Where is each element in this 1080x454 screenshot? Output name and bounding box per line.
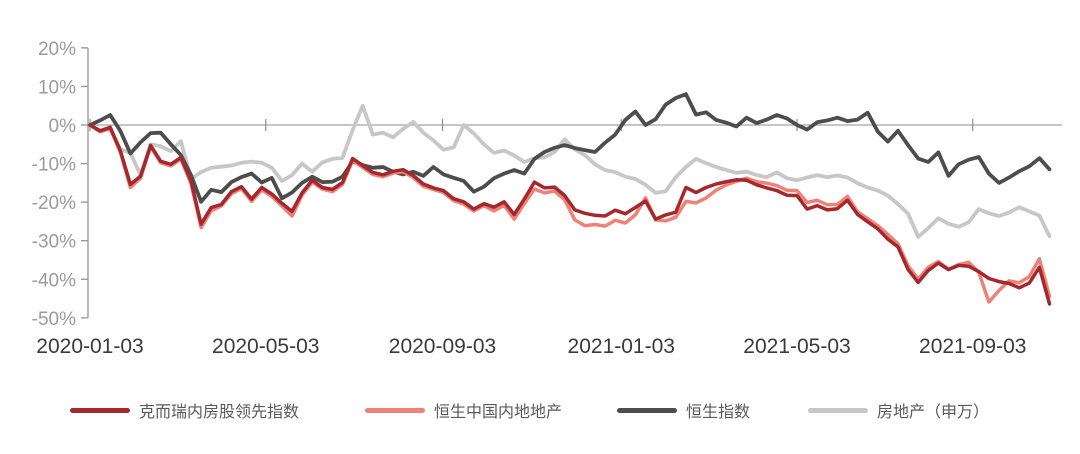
- series-line-0: [88, 123, 1052, 306]
- y-tick-label: -30%: [32, 232, 76, 253]
- legend-swatch-sw-realestate: [808, 407, 868, 413]
- axis-labels: 20% 10% 0% -10% -20% -30% -40% -50% 2020-01-03 20…: [32, 39, 1027, 358]
- series-line-2: [88, 92, 1052, 204]
- legend-label-cric: 克而瑞内房股领先指数: [139, 404, 300, 421]
- legend-item-sw-realestate: 房地产（申万）: [808, 396, 989, 424]
- x-tick-label: 2021-05-03: [743, 335, 850, 358]
- x-tick-label: 2020-05-03: [212, 335, 319, 358]
- y-tick-label: 0%: [49, 116, 77, 137]
- legend-label-hs-mainland-property: 恒生中国内地地产: [434, 404, 563, 421]
- y-tick-label: -20%: [32, 193, 76, 214]
- x-tick-label: 2021-09-03: [919, 335, 1026, 358]
- legend-item-hsi: 恒生指数: [617, 396, 750, 424]
- legend-item-hs-mainland-property: 恒生中国内地地产: [365, 396, 562, 424]
- series-line-3: [88, 103, 1052, 239]
- x-tick-label: 2020-01-03: [36, 335, 143, 358]
- y-tick-label: -50%: [32, 309, 76, 330]
- x-tick-label: 2021-01-03: [568, 335, 675, 358]
- legend-swatch-cric: [70, 407, 130, 413]
- chart-legend: 克而瑞内房股领先指数 恒生中国内地地产 恒生指数 房地产（申万）: [0, 396, 1080, 430]
- legend-item-cric: 克而瑞内房股领先指数: [70, 396, 299, 424]
- legend-swatch-hs-mainland-property: [365, 407, 425, 413]
- y-tick-label: -10%: [32, 155, 76, 176]
- chart-canvas: 20% 10% 0% -10% -20% -30% -40% -50% 2020-01-03 20…: [32, 39, 1062, 358]
- y-tick-label: -40%: [32, 270, 76, 291]
- legend-swatch-hsi: [617, 407, 677, 413]
- y-tick-label: 10%: [38, 77, 76, 98]
- legend-label-sw-realestate: 房地产（申万）: [877, 404, 990, 421]
- chart-series: [88, 92, 1052, 306]
- legend-label-hsi: 恒生指数: [686, 404, 751, 421]
- y-tick-label: 20%: [38, 39, 76, 60]
- x-tick-label: 2020-09-03: [389, 335, 496, 358]
